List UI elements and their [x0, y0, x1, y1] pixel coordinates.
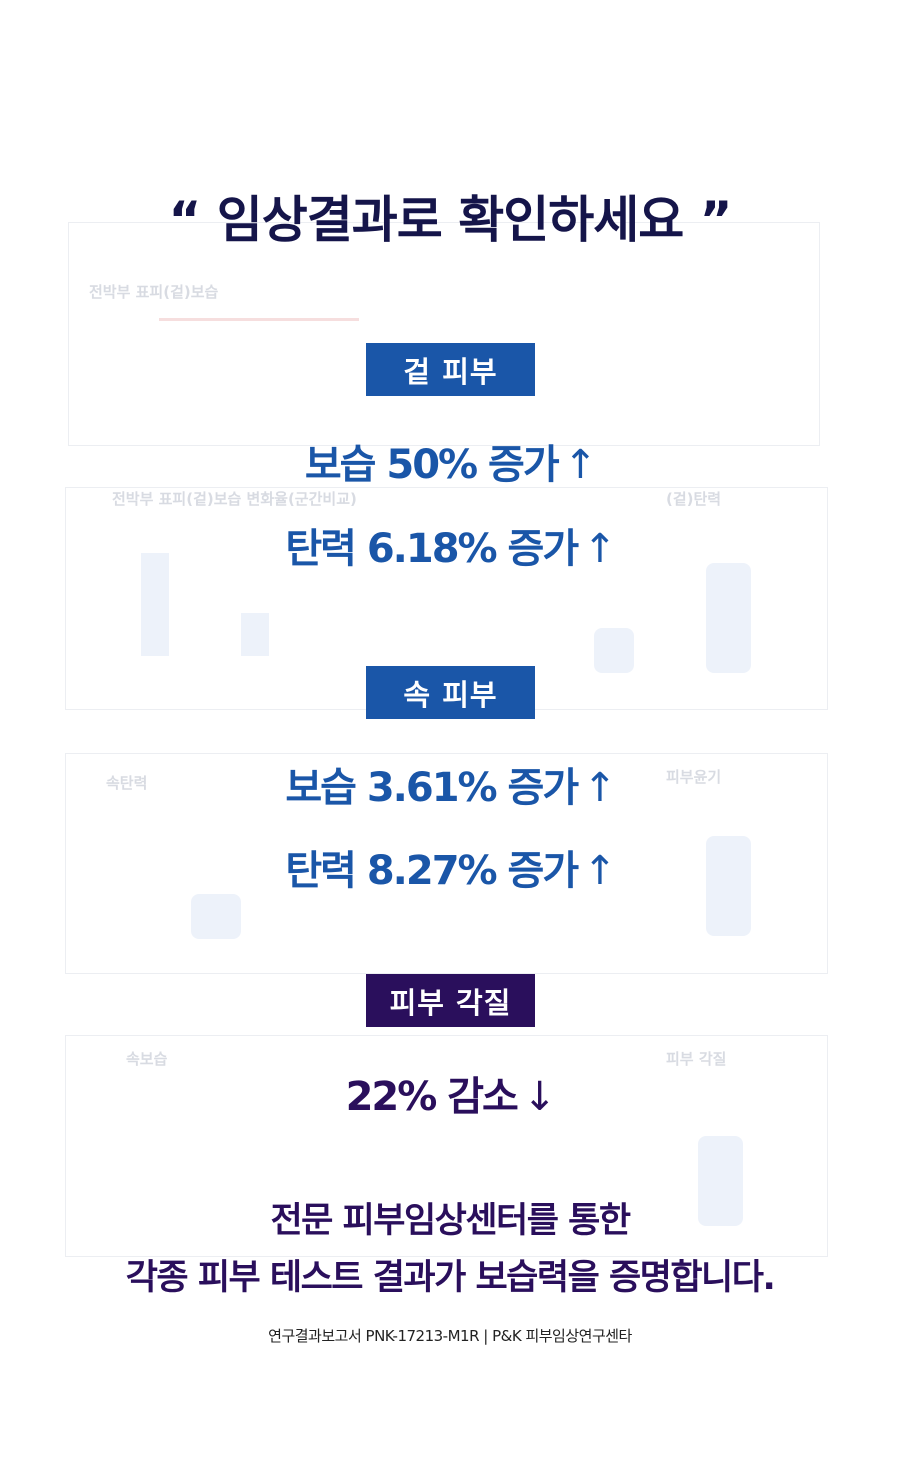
background-bar [241, 613, 269, 656]
background-chart-title: 속보습 [126, 1050, 168, 1068]
background-cylinder [191, 894, 241, 939]
background-chart-title: 속탄력 [106, 774, 148, 792]
section-label-inner-skin: 속 피부 [366, 666, 535, 719]
background-chart-title: 피부 각질 [666, 1050, 727, 1068]
background-chart-title: 전박부 표피(겉)보습 변화율(군간비교) [112, 490, 357, 508]
background-bar [141, 553, 169, 656]
arrow-up-icon: ↑ [583, 765, 616, 811]
stat-moisture-inner: 보습 3.61% 증가 ↑ [0, 755, 900, 813]
page-title: “ 임상결과로 확인하세요 ” [168, 191, 733, 249]
arrow-up-icon: ↑ [583, 848, 616, 894]
background-cylinder [594, 628, 634, 673]
background-chart-title: 전박부 표피(겉)보습 [89, 283, 219, 301]
stat-moisture-outer: 보습 50% 증가 ↑ [0, 432, 900, 490]
background-cylinder [698, 1136, 743, 1226]
arrow-down-icon: ↓ [522, 1074, 556, 1120]
stat-text: 탄력 6.18% 증가 [285, 526, 579, 572]
stat-elasticity-inner: 탄력 8.27% 증가 ↑ [0, 838, 900, 896]
background-cylinder [706, 836, 751, 936]
background-cylinder [706, 563, 751, 673]
closing-line-1: 전문 피부임상센터를 통한 [270, 1201, 631, 1241]
stat-text: 탄력 8.27% 증가 [285, 848, 579, 894]
closing-line-2: 각종 피부 테스트 결과가 보습력을 증명합니다. [125, 1258, 776, 1298]
arrow-up-icon: ↑ [583, 526, 616, 572]
stat-text: 보습 50% 증가 [304, 442, 560, 488]
background-chart-panel: 속탄력 피부윤기 [65, 753, 828, 974]
background-chart-title: (겉)탄력 [666, 490, 722, 508]
background-chart-panel: 전박부 표피(겉)보습 [68, 222, 820, 446]
stat-text: 22% 감소 [345, 1074, 519, 1120]
background-line-series [159, 318, 359, 321]
source-citation: 연구결과보고서 PNK-17213-M1R | P&K 피부임상연구센타 [268, 1327, 632, 1345]
section-label-dead-skin: 피부 각질 [366, 974, 535, 1027]
section-label-outer-skin: 겉 피부 [366, 343, 535, 396]
arrow-up-icon: ↑ [563, 442, 597, 488]
stat-elasticity-outer: 탄력 6.18% 증가 ↑ [0, 516, 900, 574]
background-chart-title: 피부윤기 [666, 768, 722, 786]
stat-dead-skin: 22% 감소 ↓ [0, 1064, 900, 1122]
background-chart-panel: 속보습 피부 각질 [65, 1035, 828, 1257]
stat-text: 보습 3.61% 증가 [285, 765, 579, 811]
